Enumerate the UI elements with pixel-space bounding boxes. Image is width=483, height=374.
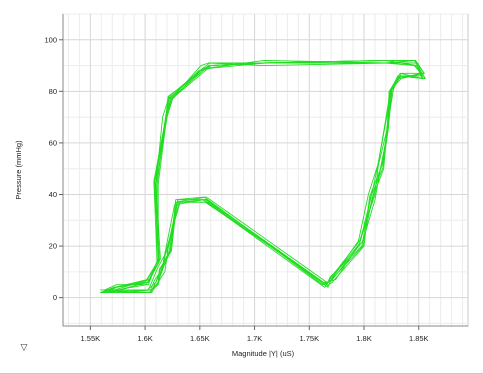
y-tick-label: 80 [49, 87, 57, 96]
y-tick-label: 20 [49, 242, 57, 251]
tick-labels: 1.55K 1.6K 1.65K 1.7K 1.75K 1.8K 1.85K 0 20 40 60 8… [44, 35, 428, 343]
x-tick-label: 1.85K [409, 334, 429, 343]
x-tick-label: 1.7K [247, 334, 262, 343]
x-tick-label: 1.8K [356, 334, 371, 343]
x-tick-label: 1.75K [299, 334, 319, 343]
y-tick-label: 100 [44, 35, 57, 44]
y-axis-title: Pressure (mmHg) [14, 140, 23, 200]
x-axis-title: Magnitude |Y| (uS) [232, 349, 295, 358]
series-group [100, 59, 426, 293]
x-tick-label: 1.6K [137, 334, 152, 343]
y-tick-label: 60 [49, 138, 57, 147]
y-tick-label: 40 [49, 190, 57, 199]
y-tick-label: 0 [53, 293, 57, 302]
x-tick-label: 1.65K [190, 334, 210, 343]
grid-lines [63, 13, 468, 326]
series-line-8 [101, 59, 426, 293]
axes [62, 14, 468, 327]
x-tick-label: 1.55K [81, 334, 101, 343]
filter-icon[interactable]: ▽ [20, 343, 28, 353]
